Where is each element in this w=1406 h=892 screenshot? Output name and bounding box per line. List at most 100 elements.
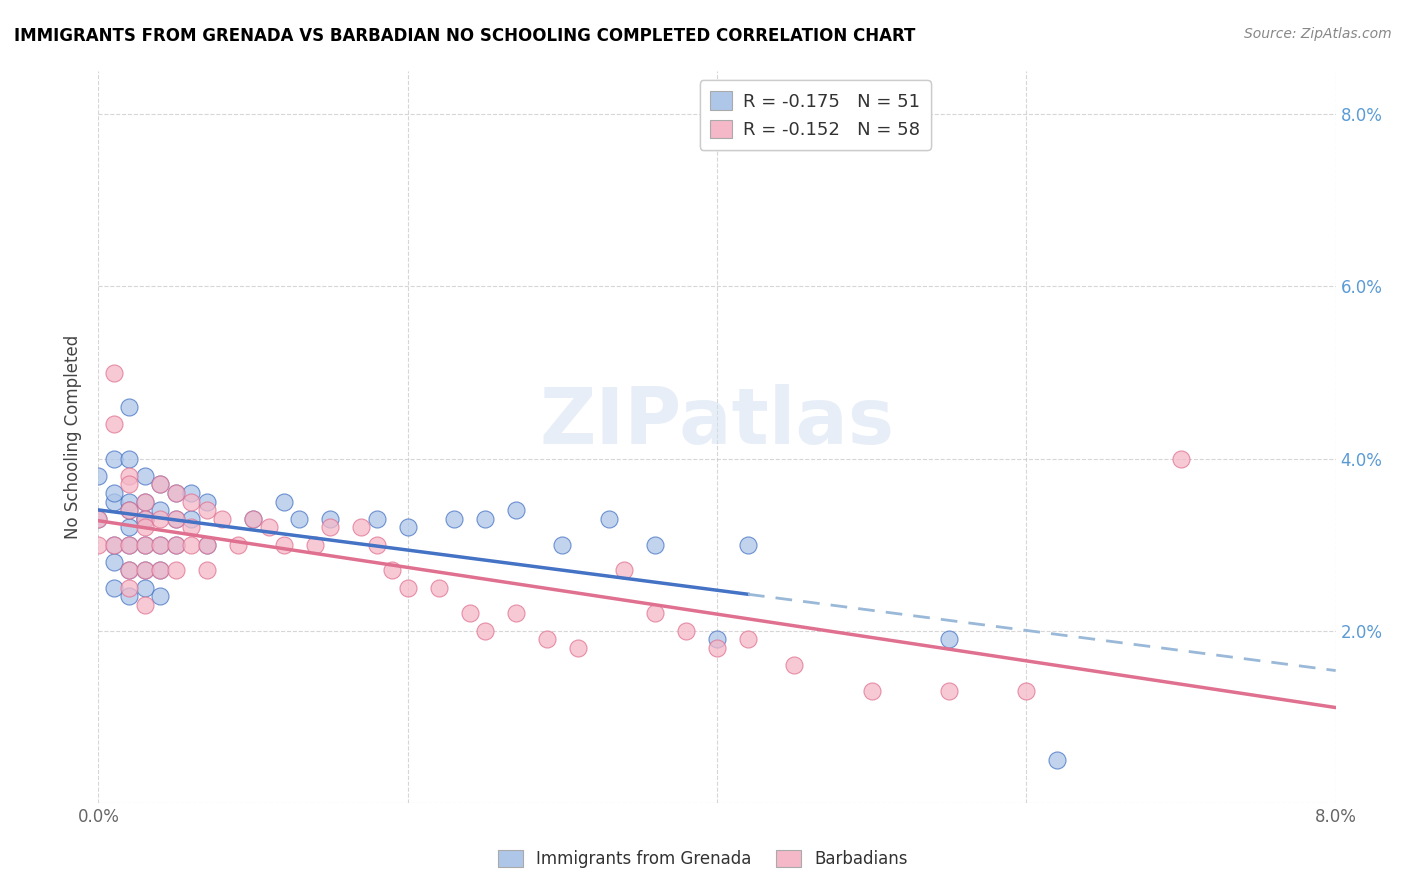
Point xyxy=(118,538,141,552)
Point xyxy=(195,503,218,517)
Point xyxy=(938,632,960,647)
Point xyxy=(103,538,125,552)
Point xyxy=(675,624,697,638)
Point xyxy=(427,581,450,595)
Point xyxy=(567,640,589,655)
Point xyxy=(134,520,156,534)
Point xyxy=(118,400,141,414)
Point xyxy=(396,581,419,595)
Point xyxy=(180,494,202,508)
Point xyxy=(273,494,295,508)
Point xyxy=(226,538,249,552)
Point xyxy=(149,589,172,603)
Point xyxy=(273,538,295,552)
Point xyxy=(366,538,388,552)
Point xyxy=(211,512,233,526)
Point xyxy=(706,640,728,655)
Point xyxy=(319,512,342,526)
Point xyxy=(613,564,636,578)
Point xyxy=(87,512,110,526)
Point xyxy=(118,503,141,517)
Y-axis label: No Schooling Completed: No Schooling Completed xyxy=(65,335,83,539)
Point xyxy=(149,538,172,552)
Text: ZIPatlas: ZIPatlas xyxy=(540,384,894,460)
Point xyxy=(505,607,527,621)
Point xyxy=(458,607,481,621)
Point xyxy=(242,512,264,526)
Point xyxy=(195,494,218,508)
Point xyxy=(644,538,666,552)
Text: IMMIGRANTS FROM GRENADA VS BARBADIAN NO SCHOOLING COMPLETED CORRELATION CHART: IMMIGRANTS FROM GRENADA VS BARBADIAN NO … xyxy=(14,27,915,45)
Point xyxy=(180,512,202,526)
Point xyxy=(149,477,172,491)
Point xyxy=(165,512,187,526)
Point xyxy=(103,538,125,552)
Point xyxy=(149,477,172,491)
Point xyxy=(319,520,342,534)
Point xyxy=(1046,753,1069,767)
Point xyxy=(118,477,141,491)
Point xyxy=(118,520,141,534)
Text: Source: ZipAtlas.com: Source: ZipAtlas.com xyxy=(1244,27,1392,41)
Point xyxy=(165,512,187,526)
Point xyxy=(118,468,141,483)
Point xyxy=(737,632,759,647)
Point xyxy=(366,512,388,526)
Point xyxy=(505,503,527,517)
Point xyxy=(134,581,156,595)
Point xyxy=(288,512,311,526)
Point xyxy=(134,512,156,526)
Point xyxy=(1015,684,1038,698)
Point xyxy=(350,520,373,534)
Point xyxy=(149,538,172,552)
Point xyxy=(118,494,141,508)
Point xyxy=(118,538,141,552)
Point xyxy=(87,538,110,552)
Point xyxy=(103,451,125,466)
Point xyxy=(149,503,172,517)
Point xyxy=(134,564,156,578)
Point xyxy=(118,589,141,603)
Point xyxy=(134,538,156,552)
Point xyxy=(118,564,141,578)
Point xyxy=(134,468,156,483)
Point xyxy=(257,520,280,534)
Point xyxy=(165,538,187,552)
Point xyxy=(551,538,574,552)
Point xyxy=(737,538,759,552)
Point xyxy=(103,366,125,380)
Point xyxy=(149,512,172,526)
Point xyxy=(195,564,218,578)
Point xyxy=(396,520,419,534)
Point xyxy=(165,486,187,500)
Point xyxy=(118,451,141,466)
Point xyxy=(180,520,202,534)
Point xyxy=(304,538,326,552)
Point xyxy=(195,538,218,552)
Point xyxy=(103,555,125,569)
Point xyxy=(474,512,496,526)
Point xyxy=(118,503,141,517)
Point xyxy=(165,538,187,552)
Point xyxy=(103,494,125,508)
Point xyxy=(149,564,172,578)
Point xyxy=(165,486,187,500)
Point xyxy=(860,684,883,698)
Point xyxy=(118,581,141,595)
Point xyxy=(474,624,496,638)
Point xyxy=(103,417,125,432)
Point xyxy=(149,564,172,578)
Point xyxy=(180,486,202,500)
Point xyxy=(134,598,156,612)
Legend: Immigrants from Grenada, Barbadians: Immigrants from Grenada, Barbadians xyxy=(491,843,915,875)
Point xyxy=(103,581,125,595)
Legend: R = -0.175   N = 51, R = -0.152   N = 58: R = -0.175 N = 51, R = -0.152 N = 58 xyxy=(700,80,931,150)
Point xyxy=(165,564,187,578)
Point xyxy=(536,632,558,647)
Point xyxy=(195,538,218,552)
Point xyxy=(134,538,156,552)
Point xyxy=(134,494,156,508)
Point xyxy=(598,512,620,526)
Point xyxy=(938,684,960,698)
Point xyxy=(134,494,156,508)
